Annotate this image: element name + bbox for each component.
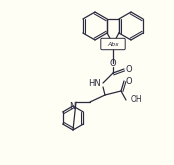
- Text: O: O: [126, 65, 132, 73]
- Text: O: O: [110, 60, 116, 68]
- Text: N: N: [69, 102, 75, 111]
- FancyBboxPatch shape: [101, 38, 125, 50]
- Text: O: O: [126, 77, 132, 85]
- Text: Abs: Abs: [107, 42, 119, 47]
- Text: HN: HN: [88, 80, 101, 88]
- Text: OH: OH: [131, 96, 143, 104]
